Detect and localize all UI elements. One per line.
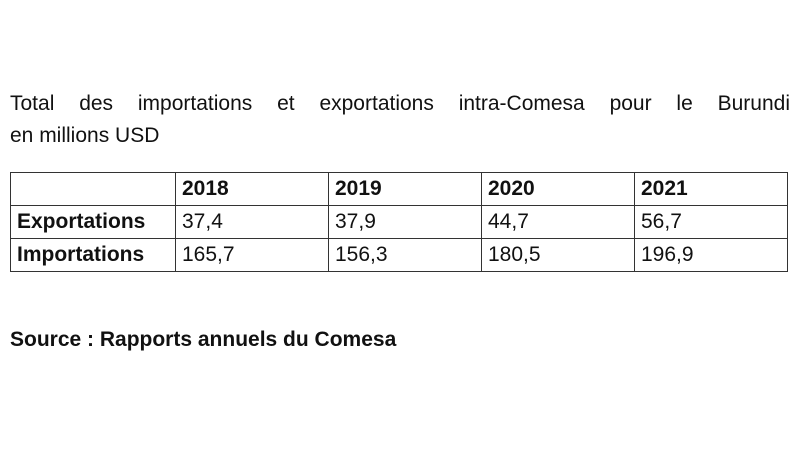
table-row: Importations 165,7 156,3 180,5 196,9: [10, 238, 788, 272]
header-cell-2021: 2021: [634, 172, 788, 206]
row-label-exportations: Exportations: [10, 205, 176, 239]
table-cell: 156,3: [328, 238, 482, 272]
table-cell: 165,7: [175, 238, 329, 272]
table-cell: 180,5: [481, 238, 635, 272]
table-cell: 56,7: [634, 205, 788, 239]
table-header-row: 2018 2019 2020 2021: [10, 172, 788, 206]
table-cell: 37,9: [328, 205, 482, 239]
header-cell-2019: 2019: [328, 172, 482, 206]
header-cell-2018: 2018: [175, 172, 329, 206]
trade-table: 2018 2019 2020 2021 Exportations 37,4 37…: [10, 172, 788, 272]
caption-line-2: en millions USD: [10, 124, 160, 147]
table-caption: Total des importations et exportations i…: [10, 88, 790, 152]
row-label-importations: Importations: [10, 238, 176, 272]
table-cell: 37,4: [175, 205, 329, 239]
caption-line-1: Total des importations et exportations i…: [10, 92, 790, 115]
table-cell: 44,7: [481, 205, 635, 239]
table-row: Exportations 37,4 37,9 44,7 56,7: [10, 205, 788, 239]
header-cell-empty: [10, 172, 176, 206]
table-cell: 196,9: [634, 238, 788, 272]
header-cell-2020: 2020: [481, 172, 635, 206]
source-note: Source : Rapports annuels du Comesa: [10, 328, 397, 351]
